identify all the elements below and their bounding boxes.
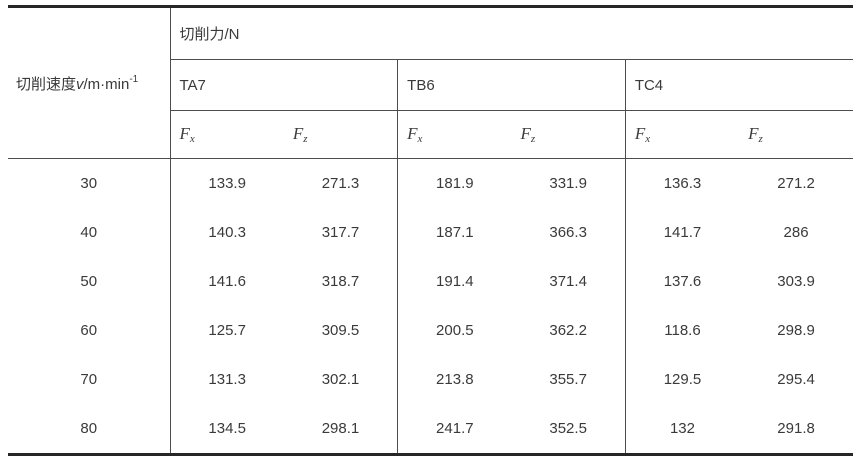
- value-cell: 298.1: [283, 404, 399, 455]
- value-cell: 271.3: [283, 158, 399, 208]
- value-cell: 303.9: [777, 273, 815, 290]
- value-cell: 241.7: [436, 420, 474, 437]
- speed-cell: 50: [8, 257, 171, 306]
- value-cell: 141.7: [663, 224, 702, 241]
- value-cell: 366.3: [511, 208, 626, 257]
- value-cell: 302.1: [283, 355, 399, 404]
- value-cell: 136.3: [663, 175, 702, 192]
- value-cell: 181.9: [436, 175, 474, 192]
- fz-symbol: Fz: [748, 123, 763, 145]
- value-cell: 140.3: [208, 224, 246, 241]
- table-row: 30 133.9 271.3 181.9 331.9 136.3 271.2: [8, 158, 853, 208]
- value-cell: 129.5: [663, 371, 702, 388]
- value-cell: 309.5: [283, 306, 399, 355]
- value-cell: 134.5: [208, 420, 246, 437]
- speed-header-text: 切削速度: [16, 75, 77, 93]
- fz-header-ta7: Fz: [283, 110, 399, 160]
- speed-cell: 40: [8, 208, 171, 257]
- value-cell: 118.6: [664, 322, 701, 339]
- value-cell: 298.9: [777, 322, 815, 339]
- table-row: 60 125.7 309.5 200.5 362.2 118.6 298.9: [8, 306, 853, 355]
- speed-column-header: 切削速度v/m·min-1: [8, 6, 171, 159]
- value-cell: 317.7: [283, 208, 399, 257]
- table-row: 40 140.3 317.7 187.1 366.3 141.7 286: [8, 208, 853, 257]
- fx-symbol: Fx: [634, 123, 651, 145]
- value-cell: 371.4: [511, 257, 626, 306]
- value-cell: 187.1: [436, 224, 474, 241]
- speed-cell: 80: [8, 404, 171, 455]
- fx-symbol: Fx: [407, 123, 423, 145]
- value-cell: 125.7: [208, 322, 246, 339]
- fz-header-tc4: Fz: [739, 110, 853, 160]
- speed-cell: 60: [8, 306, 171, 355]
- speed-cell: 70: [8, 355, 171, 404]
- value-cell: 213.8: [436, 371, 474, 388]
- group-header-ta7: TA7: [170, 59, 399, 111]
- table-row: 70 131.3 302.1 213.8 355.7 129.5 295.4: [8, 355, 853, 404]
- value-cell: 352.5: [511, 404, 626, 455]
- value-cell: 355.7: [511, 355, 626, 404]
- fz-header-tb6: Fz: [511, 110, 626, 160]
- value-cell: 291.8: [777, 420, 815, 437]
- value-cell: 362.2: [511, 306, 626, 355]
- cutting-force-table-wrapper: 切削速度v/m·min-1 切削力/N TA7 TB6 TC4 Fx Fz Fx…: [8, 5, 861, 456]
- fx-symbol: Fx: [179, 123, 195, 145]
- value-cell: 331.9: [511, 158, 626, 208]
- fz-symbol: Fz: [292, 123, 308, 145]
- table-row: 50 141.6 318.7 191.4 371.4 137.6 303.9: [8, 257, 853, 306]
- value-cell: 295.4: [777, 371, 815, 388]
- value-cell: 200.5: [436, 322, 474, 339]
- value-cell: 132: [669, 420, 695, 437]
- value-cell: 141.6: [208, 273, 246, 290]
- value-cell: 191.4: [436, 273, 474, 290]
- fx-header-tc4: Fx: [625, 110, 740, 160]
- speed-unit: /m·min: [83, 75, 130, 93]
- table-row: 80 134.5 298.1 241.7 352.5 132 291.8: [8, 404, 853, 455]
- value-cell: 271.2: [777, 175, 815, 192]
- speed-exponent: -1: [129, 73, 139, 85]
- table-body: 30 133.9 271.3 181.9 331.9 136.3 271.2 4…: [8, 158, 853, 455]
- fx-header-tb6: Fx: [397, 110, 512, 160]
- value-cell: 133.9: [208, 175, 246, 192]
- group-header-tb6: TB6: [397, 59, 626, 111]
- header-row-force: 切削速度v/m·min-1 切削力/N: [8, 6, 853, 159]
- speed-cell: 30: [8, 158, 171, 208]
- table-header: 切削速度v/m·min-1 切削力/N TA7 TB6 TC4 Fx Fz Fx…: [8, 6, 853, 160]
- group-header-tc4: TC4: [625, 59, 853, 111]
- value-cell: 137.6: [663, 273, 702, 290]
- cutting-force-table: 切削速度v/m·min-1 切削力/N TA7 TB6 TC4 Fx Fz Fx…: [8, 5, 853, 456]
- header-row-components: Fx Fz Fx Fz Fx Fz: [8, 110, 853, 160]
- speed-symbol: v: [76, 75, 84, 93]
- value-cell: 131.3: [208, 371, 246, 388]
- fz-symbol: Fz: [520, 123, 536, 145]
- force-header: 切削力/N: [170, 6, 853, 61]
- value-cell: 318.7: [283, 257, 399, 306]
- header-row-alloys: TA7 TB6 TC4: [8, 59, 853, 111]
- value-cell: 286: [783, 224, 809, 241]
- fx-header-ta7: Fx: [170, 110, 284, 160]
